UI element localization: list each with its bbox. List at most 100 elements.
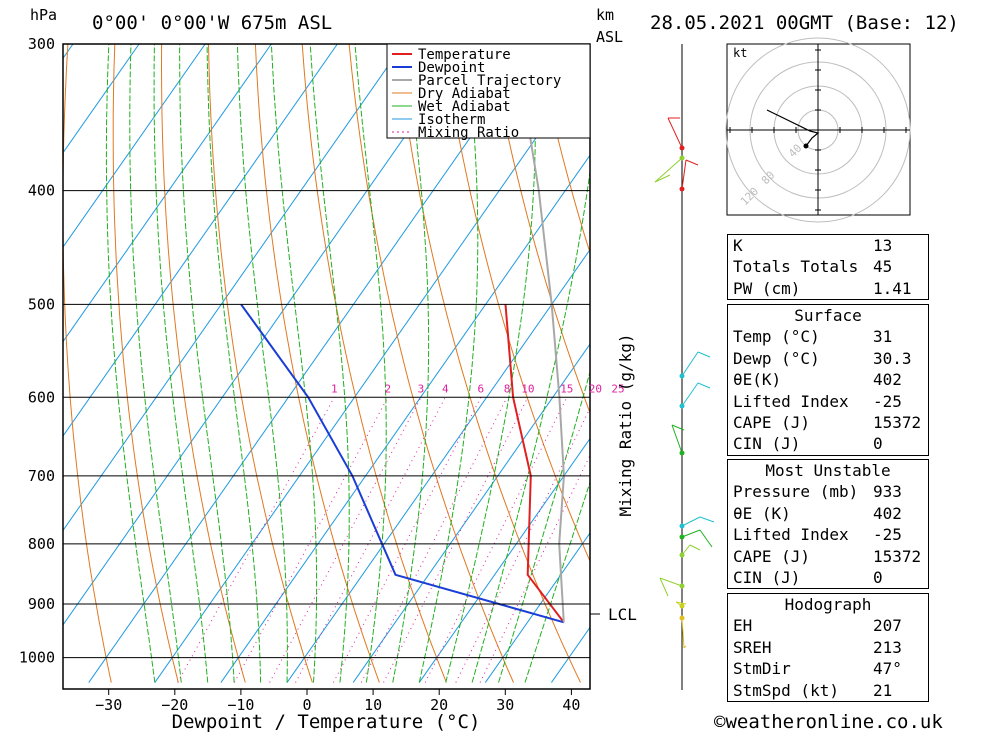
table-row: Lifted Index -25 <box>728 524 928 545</box>
hodo-value: 207 <box>873 616 902 636</box>
mixing-ratio-axis-title: Mixing Ratio (g/kg) <box>616 333 635 516</box>
mu-value: 402 <box>873 503 902 523</box>
surface-value: -25 <box>873 391 902 411</box>
hodograph-unit: kt <box>733 46 747 60</box>
mixing-ratio-label: 10 <box>521 382 534 395</box>
pressure-tick-label: 1000 <box>19 649 55 667</box>
mixing-ratio-label: 15 <box>560 382 573 395</box>
background-lines <box>0 44 590 683</box>
km-label: km <box>596 6 614 24</box>
mixing-ratio-label: 25 <box>611 382 624 395</box>
table-row: Dewp (°C) 30.3 <box>728 348 928 369</box>
table-row: SREH 213 <box>728 637 928 658</box>
isotherm-line <box>63 44 140 154</box>
mu-label: Lifted Index <box>733 525 849 545</box>
surface-label: Dewp (°C) <box>733 348 820 368</box>
isotherm-line <box>418 437 590 683</box>
wind-barb-flag <box>659 577 669 597</box>
surface-value: 15372 <box>873 412 922 432</box>
index-label: K <box>733 236 743 255</box>
wet-adiabat-line <box>309 44 350 683</box>
hodo-label: SREH <box>733 637 772 657</box>
isotherm-line <box>0 44 7 683</box>
indices-table: K 13 Totals Totals 45 PW (cm) 1.41 <box>727 234 929 301</box>
dry-adiabat-line <box>348 44 514 683</box>
legend-parcel: Parcel Trajectory <box>418 73 561 89</box>
mu-value: -25 <box>873 525 902 545</box>
wet-adiabat-line <box>105 44 156 683</box>
dry-adiabat-line <box>208 44 313 683</box>
index-value: 45 <box>873 257 893 277</box>
pressure-tick-label: 700 <box>28 467 55 485</box>
legend-wet-adiabat: Wet Adiabat <box>418 99 511 115</box>
wind-barb <box>681 351 699 377</box>
pressure-tick-label: 300 <box>28 35 55 53</box>
lcl-label: LCL <box>608 605 637 624</box>
wind-barb <box>681 382 699 407</box>
wind-level-dot <box>679 373 685 379</box>
wind-barb <box>671 424 683 454</box>
surface-label: Temp (°C) <box>733 327 820 347</box>
x-tick-label: −20 <box>161 696 188 714</box>
wind-barb-flag <box>697 351 711 358</box>
wind-barb-flag <box>683 645 687 649</box>
wind-barb <box>654 157 683 183</box>
legend-dewpoint: Dewpoint <box>418 60 485 76</box>
hodograph: kt 40 80 120 <box>725 37 911 223</box>
isotherm-line <box>63 44 206 249</box>
mixing-ratio-label: 4 <box>442 382 449 395</box>
wind-level-dot <box>679 186 685 192</box>
wind-level-dot <box>679 155 685 161</box>
dry-adiabat-line <box>112 44 179 683</box>
mu-label: θE (K) <box>733 503 791 523</box>
mixing-ratio-label: 20 <box>589 382 602 395</box>
copyright: ©weatheronline.co.uk <box>714 711 943 733</box>
wind-barb-flag <box>685 159 699 166</box>
legend-temperature: Temperature <box>418 47 511 63</box>
wind-level-dot <box>679 615 685 621</box>
dry-adiabat-line <box>301 44 447 683</box>
mu-value: 0 <box>873 567 883 587</box>
mixing-ratio-line <box>177 397 335 683</box>
index-value: 13 <box>873 236 893 255</box>
surface-value: 31 <box>873 327 893 347</box>
wet-adiabat-line <box>354 44 387 683</box>
table-row: K 13 <box>728 235 928 256</box>
x-tick-label: 40 <box>562 696 580 714</box>
table-row: Lifted Index -25 <box>728 391 928 412</box>
mixing-ratio-line <box>383 397 529 683</box>
surface-label: CIN (J) <box>733 434 801 454</box>
wet-adiabat-line <box>270 44 318 683</box>
wet-adiabat-line <box>498 370 590 683</box>
table-row: Temp (°C) 31 <box>728 326 928 347</box>
mixing-ratio-label: 6 <box>478 382 485 395</box>
mixing-ratio-line <box>360 397 508 683</box>
surface-table: Surface Temp (°C) 31 Dewp (°C) 30.3 θE(K) 4… <box>727 304 929 456</box>
hpa-label: hPa <box>30 6 57 24</box>
mixing-ratio-label: 1 <box>331 382 338 395</box>
surface-label: Lifted Index <box>733 391 849 411</box>
pressure-tick-label: 400 <box>28 182 55 200</box>
hodo-label: StmSpd (kt) <box>733 680 839 700</box>
most-unstable-title: Most Unstable <box>765 461 891 480</box>
wind-barb <box>667 117 683 149</box>
mixing-ratio-line <box>424 397 568 683</box>
mu-value: 933 <box>873 482 902 502</box>
wind-level-dot <box>679 603 685 609</box>
mu-label: CAPE (J) <box>733 546 811 566</box>
table-row: StmDir 47° <box>728 658 928 679</box>
table-row: CIN (J) 0 <box>728 433 928 454</box>
x-tick-label: 10 <box>364 696 382 714</box>
wind-level-dot <box>679 450 685 456</box>
table-row: Pressure (mb) 933 <box>728 481 928 502</box>
sounding-series <box>240 136 565 624</box>
wind-barb-flag <box>689 544 701 551</box>
index-label: Totals Totals <box>733 257 859 277</box>
table-row: CAPE (J) 15372 <box>728 412 928 433</box>
dry-adiabat-line <box>489 44 590 415</box>
surface-value: 402 <box>873 370 902 390</box>
surface-value: 30.3 <box>873 348 912 368</box>
most-unstable-table: Most Unstable Pressure (mb) 933 θE (K) 402… <box>727 459 929 590</box>
x-axis-title: Dewpoint / Temperature (°C) <box>172 711 481 733</box>
plot-border <box>62 43 591 690</box>
